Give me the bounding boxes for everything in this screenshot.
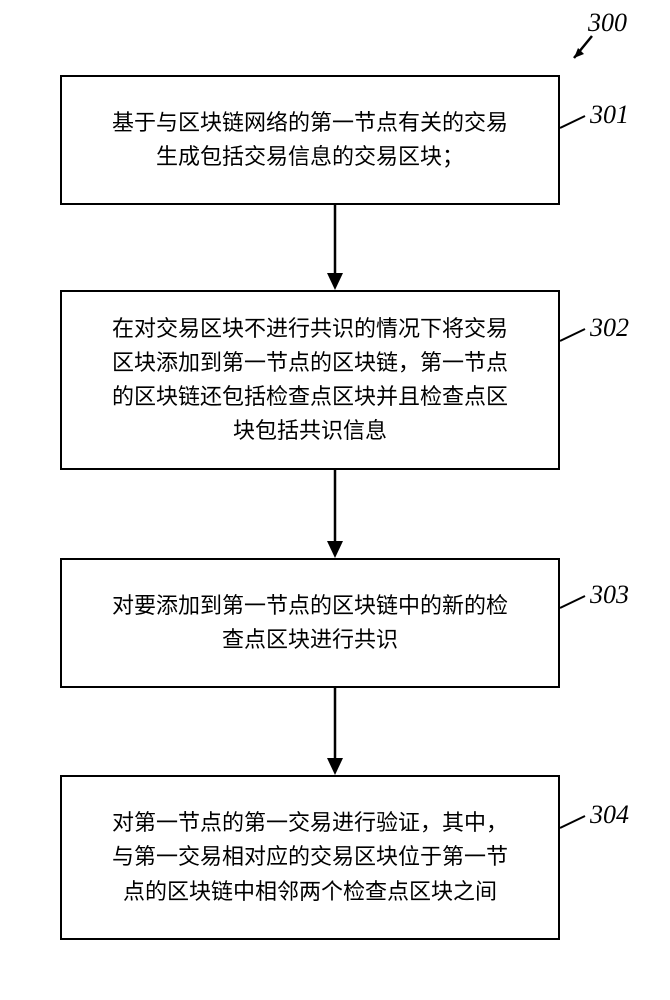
flow-arrow-icon	[320, 688, 350, 775]
label-leader-line	[560, 590, 590, 620]
figure-ref-arrow-icon	[560, 30, 600, 70]
label-leader-line	[560, 323, 590, 353]
flow-step-text: 对第一节点的第一交易进行验证，其中，与第一交易相对应的交易区块位于第一节点的区块…	[102, 806, 518, 908]
flow-step-label: 302	[590, 313, 629, 343]
flow-step-box: 对要添加到第一节点的区块链中的新的检查点区块进行共识	[60, 558, 560, 688]
label-leader-line	[560, 110, 590, 140]
flow-step-box: 对第一节点的第一交易进行验证，其中，与第一交易相对应的交易区块位于第一节点的区块…	[60, 775, 560, 940]
flow-step-label: 303	[590, 580, 629, 610]
flow-step-box: 在对交易区块不进行共识的情况下将交易区块添加到第一节点的区块链，第一节点的区块链…	[60, 290, 560, 470]
flow-step-box: 基于与区块链网络的第一节点有关的交易生成包括交易信息的交易区块；	[60, 75, 560, 205]
flow-arrow-icon	[320, 470, 350, 558]
flow-step-label: 301	[590, 100, 629, 130]
flow-step-label: 304	[590, 800, 629, 830]
flow-step-text: 对要添加到第一节点的区块链中的新的检查点区块进行共识	[102, 589, 518, 657]
flowchart-diagram: 300 基于与区块链网络的第一节点有关的交易生成包括交易信息的交易区块； 301…	[0, 0, 670, 1000]
flow-step-text: 基于与区块链网络的第一节点有关的交易生成包括交易信息的交易区块；	[102, 106, 518, 174]
flow-arrow-icon	[320, 205, 350, 290]
label-leader-line	[560, 810, 590, 840]
flow-step-text: 在对交易区块不进行共识的情况下将交易区块添加到第一节点的区块链，第一节点的区块链…	[102, 312, 518, 448]
